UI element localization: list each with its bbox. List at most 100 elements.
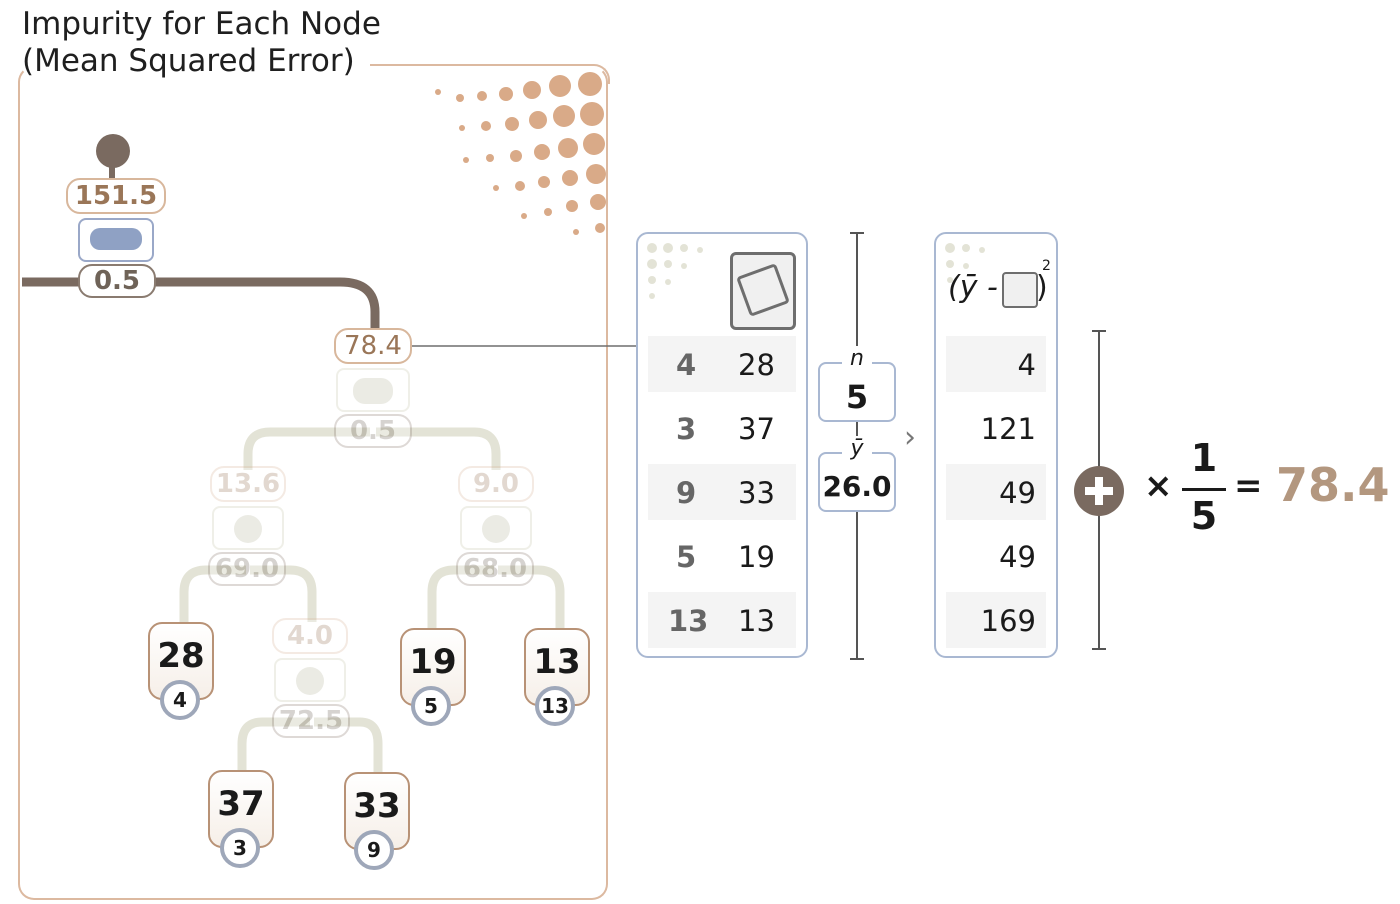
equals-sign: = — [1234, 466, 1263, 506]
grandchild-feature — [274, 658, 346, 702]
table-row: 3 37 — [648, 400, 796, 456]
leaf-value: 37 — [217, 784, 265, 824]
plus-circle-icon — [1074, 466, 1124, 516]
table-row: 121 — [946, 400, 1046, 456]
leaf-count-badge: 13 — [535, 686, 575, 726]
table-row: 49 — [946, 464, 1046, 520]
leaf-37: 37 — [208, 770, 274, 848]
sample-id: 9 — [676, 476, 697, 510]
sample-y: 33 — [738, 476, 775, 510]
dot-pattern-decoration — [945, 243, 985, 283]
squares-header-open: (ȳ - — [948, 270, 998, 305]
root-dot — [96, 134, 130, 168]
sum-bracket-cap-bottom — [1092, 648, 1106, 650]
table-row: 5 19 — [648, 528, 796, 584]
sample-id: 3 — [676, 412, 697, 446]
samples-table: 4 28 3 37 9 33 5 19 13 13 — [636, 232, 808, 658]
branch-rr — [498, 565, 565, 630]
chevron-right-icon: › — [904, 420, 916, 455]
square-value: 169 — [980, 604, 1036, 638]
mean-box: 26.0 — [818, 452, 896, 512]
child-left-impurity: 13.6 — [210, 466, 286, 502]
leaf-count-badge: 5 — [411, 686, 451, 726]
grandchild-impurity: 4.0 — [272, 618, 348, 654]
table-row: 49 — [946, 528, 1046, 584]
divider-cap-bottom — [850, 658, 864, 660]
fraction-denominator: 5 — [1190, 494, 1218, 538]
leaf-value: 28 — [157, 636, 205, 676]
leaf-value: 13 — [533, 642, 581, 682]
square-value: 4 — [1017, 348, 1036, 382]
node-threshold: 0.5 — [334, 414, 412, 448]
sample-y: 37 — [738, 412, 775, 446]
root-impurity: 151.5 — [66, 178, 166, 214]
squares-exponent: 2 — [1042, 258, 1051, 274]
divider-cap-top — [850, 232, 864, 234]
thermometer-icon — [296, 667, 324, 695]
branch-rl — [427, 565, 494, 630]
n-value: 5 — [845, 378, 869, 416]
grandchild-threshold: 72.5 — [272, 704, 350, 738]
mean-label: ȳ — [842, 436, 872, 462]
node-feature-box — [336, 368, 410, 412]
title-line-2: (Mean Squared Error) — [22, 43, 355, 79]
table-row: 4 28 — [648, 336, 796, 392]
cloud-icon — [90, 228, 142, 250]
sample-id: 13 — [668, 604, 709, 638]
leaf-13: 13 — [524, 628, 590, 706]
leaf-count-badge: 4 — [160, 680, 200, 720]
root-branch-line — [22, 277, 380, 334]
child-left-threshold: 69.0 — [208, 552, 286, 586]
branch-lrl — [237, 717, 310, 772]
wind-icon — [353, 378, 393, 404]
target-icon — [730, 252, 796, 330]
root-threshold: 0.5 — [78, 264, 156, 298]
child-right-threshold: 68.0 — [456, 552, 534, 586]
sample-id: 4 — [676, 348, 697, 382]
node-impurity: 78.4 — [334, 328, 412, 364]
root-feature-box — [78, 218, 154, 262]
leaf-value: 33 — [353, 786, 401, 826]
sample-y: 28 — [738, 348, 775, 382]
times-sign: × — [1144, 466, 1173, 506]
squares-table: (ȳ - ) 2 4 121 49 49 169 — [934, 232, 1058, 658]
dot-pattern-decoration — [647, 243, 703, 299]
table-row: 4 — [946, 336, 1046, 392]
title-line-1: Impurity for Each Node — [22, 6, 381, 42]
table-row: 13 13 — [648, 592, 796, 648]
fraction-bar — [1182, 488, 1226, 491]
child-right-feature — [460, 506, 532, 550]
sample-y: 19 — [738, 540, 775, 574]
sample-id: 5 — [676, 540, 697, 574]
child-left-feature — [212, 506, 284, 550]
branch-ll — [179, 565, 246, 624]
sample-y: 13 — [738, 604, 775, 638]
branch-right — [376, 427, 501, 470]
sum-bracket-cap-top — [1092, 330, 1106, 332]
child-right-impurity: 9.0 — [458, 466, 534, 502]
branch-left — [243, 427, 370, 470]
dot-pattern-decoration — [435, 72, 606, 235]
thermometer-icon — [234, 515, 262, 543]
diagram-title: Impurity for Each Node (Mean Squared Err… — [22, 6, 381, 80]
leaf-count-badge: 9 — [354, 830, 394, 870]
branch-lr — [250, 565, 317, 622]
leaf-33: 33 — [344, 772, 410, 850]
square-value: 121 — [980, 412, 1036, 446]
thermometer-icon — [482, 515, 510, 543]
tree-panel — [18, 66, 608, 900]
square-value: 49 — [999, 476, 1036, 510]
mean-value: 26.0 — [822, 470, 892, 503]
tree-panel-top-border — [370, 64, 610, 84]
branch-lrr — [314, 717, 383, 774]
squares-header-close: ) — [1036, 270, 1048, 305]
leaf-value: 19 — [409, 642, 457, 682]
target-icon — [1002, 272, 1038, 308]
leaf-count-badge: 3 — [220, 828, 260, 868]
fraction-numerator: 1 — [1190, 436, 1218, 480]
result-value: 78.4 — [1276, 458, 1390, 512]
table-row: 9 33 — [648, 464, 796, 520]
table-row: 169 — [946, 592, 1046, 648]
square-value: 49 — [999, 540, 1036, 574]
